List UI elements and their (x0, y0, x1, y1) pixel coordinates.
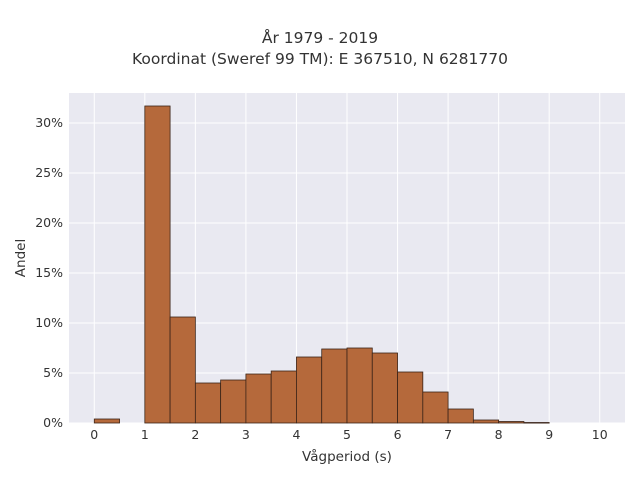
histogram-bar (270, 370, 297, 424)
y-axis-label: Andel (13, 239, 29, 277)
x-tick-label: 10 (592, 427, 608, 442)
x-axis-label: Vågperiod (s) (302, 448, 392, 465)
histogram-bar (296, 356, 323, 424)
histogram-bar (144, 105, 171, 424)
y-tick-label: 0% (43, 415, 63, 430)
y-tick-label: 25% (35, 165, 63, 180)
y-tick-label: 5% (43, 365, 63, 380)
histogram-bar (422, 391, 449, 424)
y-tick-label: 15% (35, 265, 63, 280)
histogram-bar (472, 419, 500, 424)
y-tick-label: 30% (35, 115, 63, 130)
y-tick-label: 10% (35, 315, 63, 330)
histogram-bar (245, 373, 272, 424)
histogram-bar (346, 347, 373, 424)
histogram-bar (371, 352, 398, 424)
x-tick-label: 6 (394, 427, 402, 442)
x-tick-label: 1 (141, 427, 149, 442)
y-tick-label: 20% (35, 215, 63, 230)
histogram-bar (447, 408, 474, 424)
y-axis-ticks: 0% 5% 10% 15% 20% 25% 30% (35, 115, 63, 430)
x-tick-label: 3 (242, 427, 250, 442)
histogram-bars (93, 105, 550, 424)
histogram-bar (321, 348, 348, 424)
chart-title: År 1979 - 2019 (261, 29, 379, 47)
x-tick-label: 8 (495, 427, 503, 442)
x-tick-label: 7 (444, 427, 452, 442)
x-tick-label: 4 (292, 427, 300, 442)
histogram-bar (169, 316, 196, 424)
x-axis-ticks: 0 1 2 3 4 5 6 7 8 9 10 (90, 427, 607, 442)
x-tick-label: 9 (545, 427, 553, 442)
histogram-bar (523, 422, 550, 424)
chart-title-block: År 1979 - 2019 Koordinat (Sweref 99 TM):… (0, 28, 640, 70)
histogram-bar (397, 371, 424, 424)
chart-subtitle: Koordinat (Sweref 99 TM): E 367510, N 62… (132, 50, 508, 68)
histogram-bar (220, 379, 247, 424)
x-tick-label: 5 (343, 427, 351, 442)
x-tick-label: 2 (191, 427, 199, 442)
histogram-bar (498, 421, 525, 424)
histogram-bar (194, 382, 222, 424)
histogram-bar (93, 418, 120, 424)
x-tick-label: 0 (90, 427, 98, 442)
